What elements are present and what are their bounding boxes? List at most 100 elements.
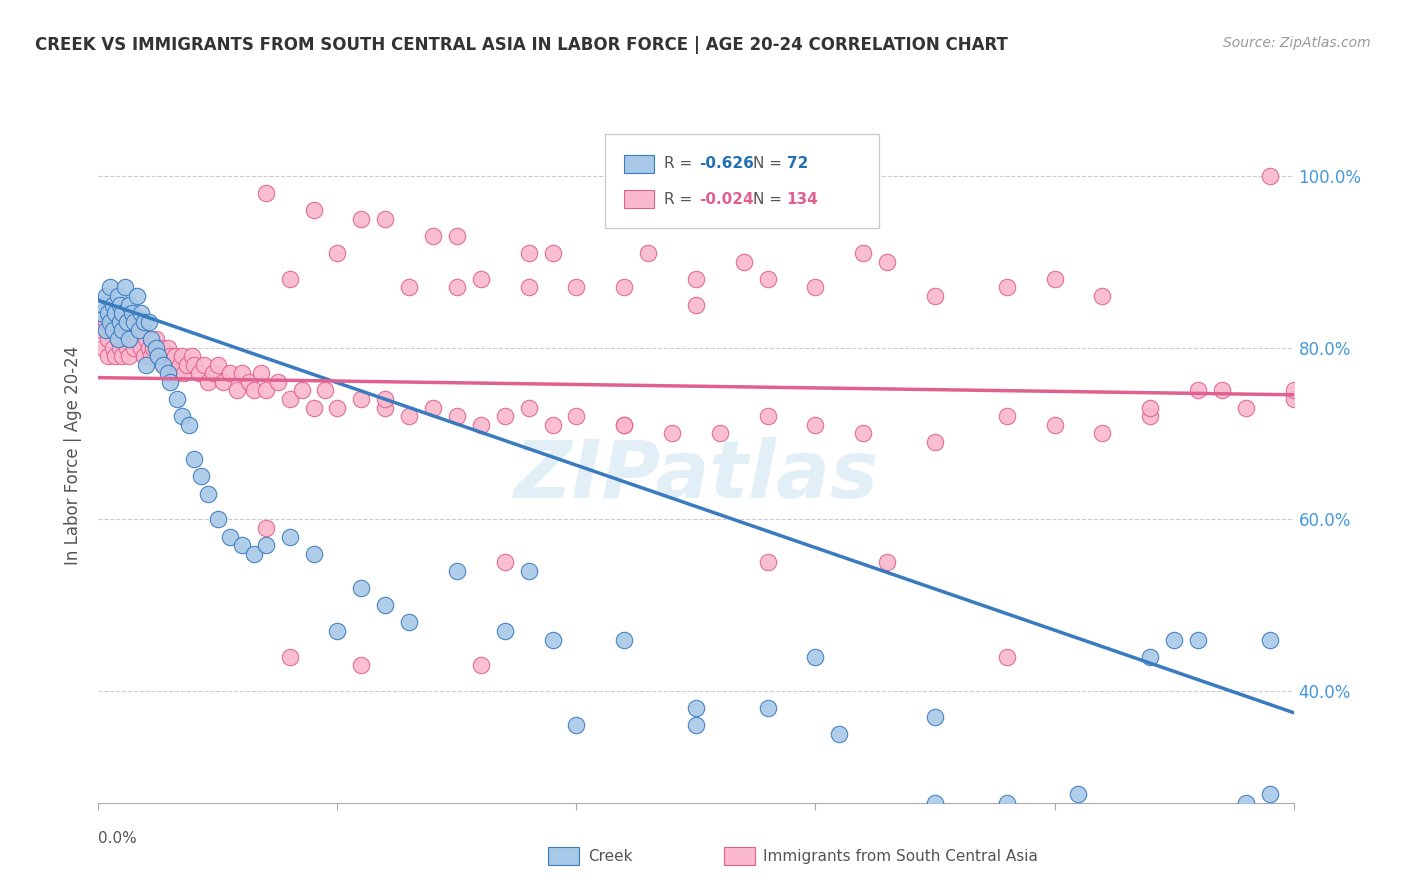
Point (187, 367, 209, 381)
Point (613, 417, 636, 432)
Point (159, 375, 181, 389)
Point (756, 555, 779, 569)
Point (278, 649, 301, 664)
Text: -0.626: -0.626 (700, 156, 755, 171)
Point (148, 349, 170, 363)
Point (1187, 632, 1209, 647)
Point (139, 349, 162, 363)
Point (98, 280, 122, 294)
Text: R =: R = (665, 156, 697, 171)
Point (326, 246, 349, 260)
Point (1067, 787, 1090, 801)
Point (446, 280, 468, 294)
Point (197, 375, 219, 389)
Point (374, 599, 396, 613)
Point (219, 529, 242, 543)
Point (924, 289, 946, 303)
Point (876, 555, 898, 569)
Point (1043, 417, 1066, 432)
Point (565, 280, 588, 294)
Point (152, 358, 174, 372)
Point (374, 211, 396, 226)
Text: Source: ZipAtlas.com: Source: ZipAtlas.com (1223, 36, 1371, 50)
Point (163, 349, 186, 363)
Point (138, 315, 160, 329)
Point (101, 315, 124, 329)
Point (108, 323, 131, 337)
Point (211, 375, 233, 389)
Text: N =: N = (754, 192, 787, 207)
Text: 134: 134 (787, 192, 818, 207)
Point (104, 323, 127, 337)
Point (254, 186, 277, 200)
Point (98, 315, 122, 329)
Text: Creek: Creek (588, 849, 633, 863)
Point (226, 384, 249, 398)
Point (350, 211, 373, 226)
Point (145, 332, 167, 346)
Point (207, 358, 229, 372)
Point (326, 401, 349, 415)
Point (470, 658, 492, 673)
Point (326, 624, 349, 638)
Point (302, 203, 325, 218)
Point (1282, 392, 1305, 406)
Point (132, 315, 155, 329)
Point (302, 547, 325, 561)
Point (685, 701, 707, 715)
Point (156, 367, 179, 381)
Point (97, 332, 120, 346)
Point (139, 332, 162, 346)
Point (565, 409, 588, 424)
Point (97, 349, 120, 363)
Point (159, 349, 181, 363)
Point (166, 367, 188, 381)
Point (756, 272, 779, 286)
Point (1282, 384, 1305, 398)
Point (243, 547, 266, 561)
Point (924, 796, 946, 810)
Point (131, 306, 153, 320)
Point (1234, 401, 1257, 415)
Point (172, 409, 194, 424)
Point (107, 332, 129, 346)
Point (446, 409, 468, 424)
Point (637, 246, 659, 260)
Point (128, 323, 150, 337)
Point (131, 341, 153, 355)
Point (107, 289, 129, 303)
Y-axis label: In Labor Force | Age 20-24: In Labor Force | Age 20-24 (65, 345, 83, 565)
Point (250, 367, 273, 381)
Point (91, 297, 114, 311)
Point (193, 358, 215, 372)
Point (709, 426, 731, 441)
Point (374, 392, 396, 406)
Point (995, 280, 1018, 294)
Point (94, 289, 117, 303)
Point (613, 417, 636, 432)
Point (254, 384, 277, 398)
Point (104, 349, 127, 363)
Point (180, 349, 202, 363)
Point (128, 323, 150, 337)
Point (398, 280, 420, 294)
Point (238, 375, 260, 389)
Point (111, 323, 134, 337)
Point (90, 306, 112, 320)
Point (254, 521, 277, 535)
Point (148, 349, 170, 363)
Point (183, 358, 205, 372)
Point (121, 323, 143, 337)
Point (101, 341, 124, 355)
Point (804, 280, 827, 294)
Point (108, 297, 131, 311)
Point (97, 306, 120, 320)
Point (101, 297, 124, 311)
Point (114, 280, 136, 294)
Point (132, 349, 155, 363)
Point (1258, 169, 1281, 183)
Text: Immigrants from South Central Asia: Immigrants from South Central Asia (763, 849, 1039, 863)
Point (470, 417, 492, 432)
Point (661, 426, 683, 441)
Point (1258, 632, 1281, 647)
